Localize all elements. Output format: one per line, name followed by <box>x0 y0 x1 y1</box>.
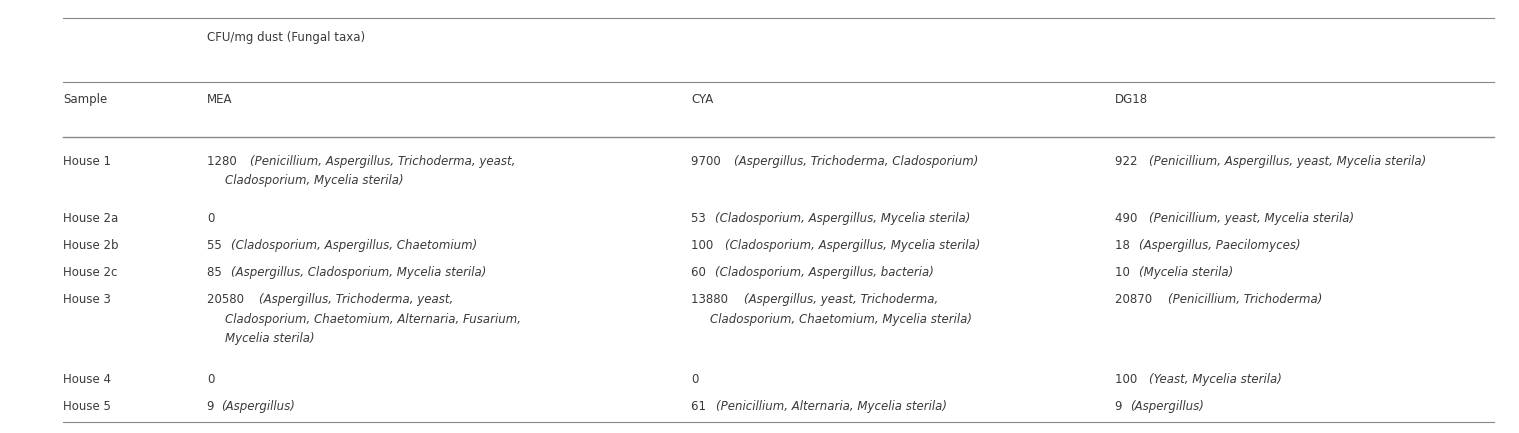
Text: (Cladosporium, Aspergillus, Mycelia sterila): (Cladosporium, Aspergillus, Mycelia ster… <box>725 239 980 252</box>
Text: 9: 9 <box>207 400 219 414</box>
Text: House 5: House 5 <box>64 400 111 414</box>
Text: House 2a: House 2a <box>64 212 118 225</box>
Text: 10: 10 <box>1115 266 1133 279</box>
Text: 9: 9 <box>1115 400 1127 414</box>
Text: House 4: House 4 <box>64 373 111 386</box>
Text: 922: 922 <box>1115 155 1141 168</box>
Text: (Penicillium, Alternaria, Mycelia sterila): (Penicillium, Alternaria, Mycelia steril… <box>715 400 946 414</box>
Text: 490: 490 <box>1115 212 1141 225</box>
Text: 20580: 20580 <box>207 293 248 306</box>
Text: (Aspergillus, Cladosporium, Mycelia sterila): (Aspergillus, Cladosporium, Mycelia ster… <box>231 266 486 279</box>
Text: (Aspergillus, Trichoderma, yeast,: (Aspergillus, Trichoderma, yeast, <box>260 293 454 306</box>
Text: 0: 0 <box>207 212 214 225</box>
Text: 85: 85 <box>207 266 226 279</box>
Text: House 1: House 1 <box>64 155 111 168</box>
Text: 100: 100 <box>1115 373 1141 386</box>
Text: (Aspergillus, yeast, Trichoderma,: (Aspergillus, yeast, Trichoderma, <box>744 293 939 306</box>
Text: (Aspergillus, Paecilomyces): (Aspergillus, Paecilomyces) <box>1139 239 1300 252</box>
Text: (Aspergillus, Trichoderma, Cladosporium): (Aspergillus, Trichoderma, Cladosporium) <box>735 155 978 168</box>
Text: 9700: 9700 <box>691 155 725 168</box>
Text: Sample: Sample <box>64 93 108 106</box>
Text: (Penicillium, Aspergillus, Trichoderma, yeast,: (Penicillium, Aspergillus, Trichoderma, … <box>251 155 515 168</box>
Text: House 2b: House 2b <box>64 239 118 252</box>
Text: Cladosporium, Mycelia sterila): Cladosporium, Mycelia sterila) <box>225 174 404 187</box>
Text: CYA: CYA <box>691 93 714 106</box>
Text: (Cladosporium, Aspergillus, bacteria): (Cladosporium, Aspergillus, bacteria) <box>715 266 934 279</box>
Text: (Cladosporium, Aspergillus, Chaetomium): (Cladosporium, Aspergillus, Chaetomium) <box>231 239 477 252</box>
Text: Cladosporium, Chaetomium, Mycelia sterila): Cladosporium, Chaetomium, Mycelia steril… <box>709 313 972 326</box>
Text: 18: 18 <box>1115 239 1133 252</box>
Text: 60: 60 <box>691 266 709 279</box>
Text: (Aspergillus): (Aspergillus) <box>1130 400 1203 414</box>
Text: (Penicillium, Trichoderma): (Penicillium, Trichoderma) <box>1168 293 1322 306</box>
Text: (Aspergillus): (Aspergillus) <box>222 400 295 414</box>
Text: 53: 53 <box>691 212 709 225</box>
Text: (Cladosporium, Aspergillus, Mycelia sterila): (Cladosporium, Aspergillus, Mycelia ster… <box>715 212 971 225</box>
Text: House 3: House 3 <box>64 293 111 306</box>
Text: 1280: 1280 <box>207 155 240 168</box>
Text: 55: 55 <box>207 239 226 252</box>
Text: Mycelia sterila): Mycelia sterila) <box>225 333 314 346</box>
Text: Cladosporium, Chaetomium, Alternaria, Fusarium,: Cladosporium, Chaetomium, Alternaria, Fu… <box>225 313 521 326</box>
Text: 20870: 20870 <box>1115 293 1156 306</box>
Text: 0: 0 <box>691 373 699 386</box>
Text: (Mycelia sterila): (Mycelia sterila) <box>1139 266 1233 279</box>
Text: MEA: MEA <box>207 93 232 106</box>
Text: (Penicillium, Aspergillus, yeast, Mycelia sterila): (Penicillium, Aspergillus, yeast, Myceli… <box>1148 155 1426 168</box>
Text: (Yeast, Mycelia sterila): (Yeast, Mycelia sterila) <box>1148 373 1282 386</box>
Text: 13880: 13880 <box>691 293 732 306</box>
Text: 100: 100 <box>691 239 717 252</box>
Text: CFU/mg dust (Fungal taxa): CFU/mg dust (Fungal taxa) <box>207 31 365 44</box>
Text: 0: 0 <box>207 373 214 386</box>
Text: 61: 61 <box>691 400 711 414</box>
Text: DG18: DG18 <box>1115 93 1148 106</box>
Text: (Penicillium, yeast, Mycelia sterila): (Penicillium, yeast, Mycelia sterila) <box>1148 212 1353 225</box>
Text: House 2c: House 2c <box>64 266 117 279</box>
